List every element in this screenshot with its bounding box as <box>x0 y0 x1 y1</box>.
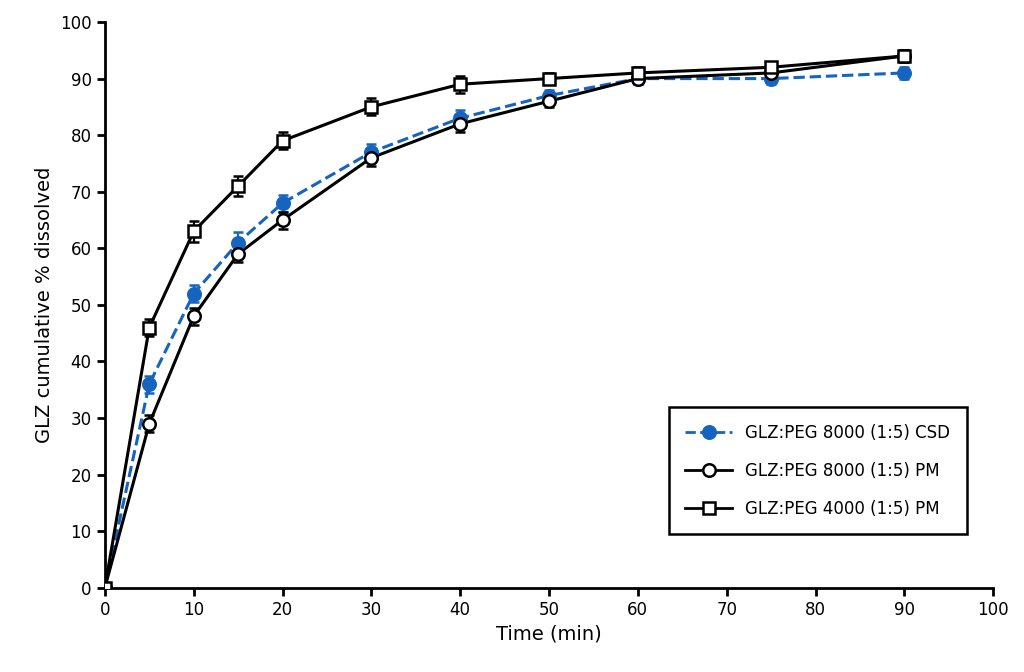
Legend: GLZ:PEG 8000 (1:5) CSD, GLZ:PEG 8000 (1:5) PM, GLZ:PEG 4000 (1:5) PM: GLZ:PEG 8000 (1:5) CSD, GLZ:PEG 8000 (1:… <box>669 407 967 534</box>
Y-axis label: GLZ cumulative % dissolved: GLZ cumulative % dissolved <box>36 167 54 443</box>
X-axis label: Time (min): Time (min) <box>497 624 602 644</box>
